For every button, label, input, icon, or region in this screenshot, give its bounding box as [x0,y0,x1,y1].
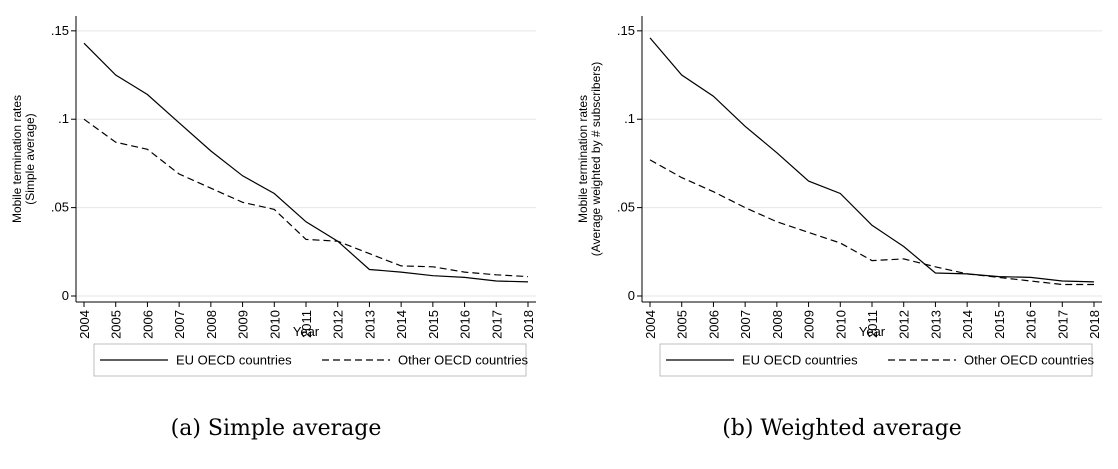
x-tick-label: 2011 [865,310,880,338]
x-tick-label: 2014 [394,310,409,339]
y-axis-title-line-2: (Simple average) [23,113,37,204]
x-tick-label: 2012 [331,310,346,339]
chart-panel-b: 0 .05 .1 .15 2004 2005 2006 2007 2008 2009 2010 201… [566,0,1118,405]
x-tick-label: 2010 [833,310,848,339]
x-tick-label: 2015 [992,310,1007,339]
x-tick-label: 2006 [706,310,721,339]
x-tick-label: 2012 [897,310,912,339]
x-tick-label: 2017 [1055,310,1070,339]
caption-simple-average: (a) Simple average [170,416,382,441]
x-tick-label: 2013 [928,310,943,339]
x-tick-label: 2011 [299,310,314,338]
y-tick-label: 0 [62,288,69,303]
y-tick-label: .15 [51,23,69,38]
x-tick-label: 2007 [738,310,753,339]
x-tick-label: 2004 [77,310,92,339]
series-line-eu [83,42,529,283]
y-tick-label: 0 [628,288,635,303]
y-tick-label: .15 [617,23,635,38]
x-axis-title: Year [859,324,886,339]
x-tick-label: 2015 [426,310,441,339]
legend-label-other: Other OECD countries [964,353,1095,368]
x-tick-label: 2016 [458,310,473,339]
x-tick-label: 2005 [675,310,690,339]
x-tick-label: 2008 [770,310,785,339]
y-axis-title-line-2: (Average weighted by # subscribers) [589,62,603,257]
legend-label-eu: EU OECD countries [176,353,292,368]
y-tick-label: .1 [58,111,69,126]
y-axis-title-line-1: Mobile termination rates [576,95,590,223]
legend-label-eu: EU OECD countries [742,353,858,368]
x-tick-label: 2009 [802,310,817,339]
chart-b-svg: 0 .05 .1 .15 2004 2005 2006 2007 2008 2009 2010 201… [576,16,1102,377]
x-axis-title: Year [293,324,320,339]
y-tick-label: .1 [624,111,635,126]
series-line-other [83,118,529,278]
legend-label-other: Other OECD countries [398,353,529,368]
series-line-eu [649,37,1095,283]
y-axis-title-line-1: Mobile termination rates [10,95,24,223]
series-line-other [649,159,1094,286]
x-tick-label: 2006 [140,310,155,339]
chart-a-svg: 0 .05 .1 .15 2004 2005 2006 2007 2008 2009 2010 201… [10,16,536,377]
x-tick-label: 2004 [643,310,658,339]
x-tick-label: 2014 [960,310,975,339]
x-tick-label: 2010 [267,310,282,339]
x-tick-label: 2017 [489,310,504,339]
y-tick-label: .05 [617,200,635,215]
chart-panel-a: 0 .05 .1 .15 2004 2005 2006 2007 2008 2009 2010 201… [0,0,552,405]
x-tick-label: 2018 [1087,310,1102,339]
y-tick-label: .05 [51,200,69,215]
x-tick-label: 2018 [521,310,536,339]
x-tick-label: 2013 [362,310,377,339]
x-tick-label: 2007 [172,310,187,339]
x-tick-label: 2008 [204,310,219,339]
x-tick-label: 2009 [236,310,251,339]
x-tick-label: 2016 [1024,310,1039,339]
caption-weighted-average: (b) Weighted average [722,416,962,441]
x-tick-label: 2005 [109,310,124,339]
